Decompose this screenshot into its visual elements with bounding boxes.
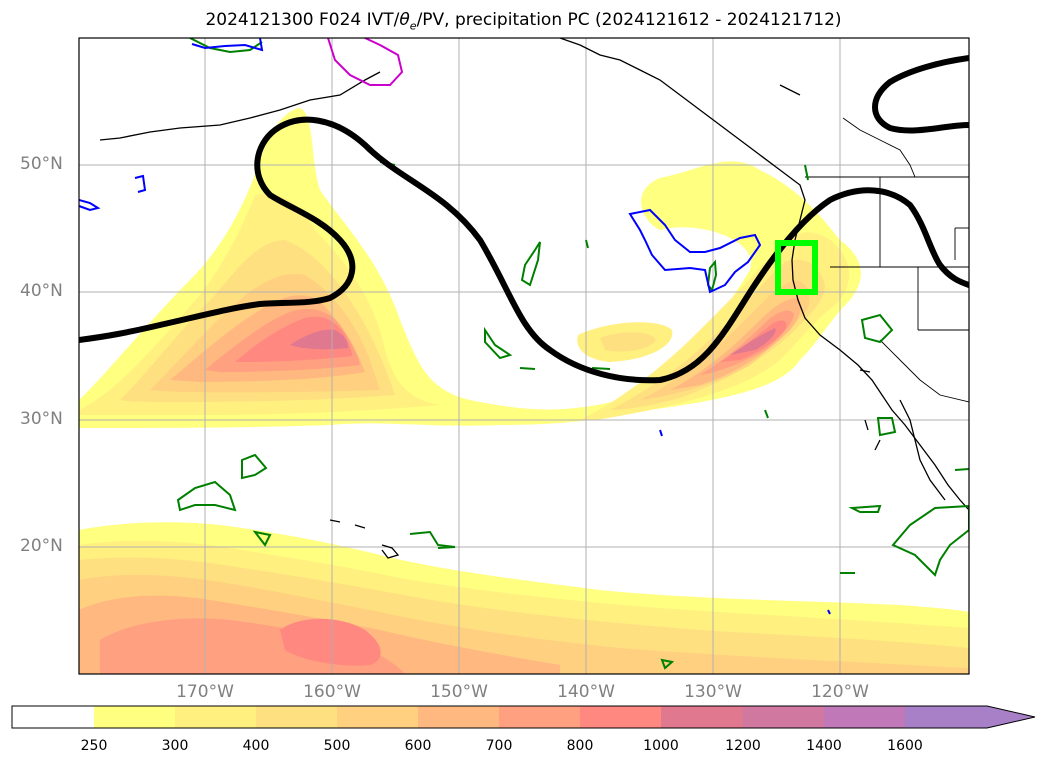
colorbar-tick-label: 1000: [643, 738, 679, 754]
ivt-fill-north-pacific: [79, 108, 861, 428]
lon-label-160w: 160°W: [303, 682, 361, 702]
lat-label-50n: 50°N: [20, 154, 63, 174]
borders: [805, 117, 969, 403]
lat-label-40n: 40°N: [20, 281, 63, 301]
colorbar-tick-label: 250: [80, 738, 108, 754]
highlight-box: [775, 240, 818, 295]
theta-contour-magenta: [327, 38, 404, 86]
lat-label-30n: 30°N: [20, 409, 63, 429]
colorbar-tick-label: 800: [566, 738, 594, 754]
lon-label-170w: 170°W: [176, 682, 234, 702]
title-prefix: 2024121300 F024 IVT/: [205, 10, 400, 30]
lon-label-120w: 120°W: [811, 682, 869, 702]
title-suffix: /PV, precipitation PC (2024121612 - 2024…: [416, 10, 842, 30]
pv-contour: [79, 55, 969, 384]
lon-label-150w: 150°W: [430, 682, 488, 702]
colorbar-tick-label: 600: [404, 738, 432, 754]
lon-label-130w: 130°W: [684, 682, 742, 702]
theta-contours-green: [176, 38, 969, 670]
figure-title: 2024121300 F024 IVT/θe/PV, precipitation…: [0, 10, 1047, 32]
ivt-fill-eastern: [577, 232, 850, 421]
colorbar-tick-label: 700: [485, 738, 513, 754]
lon-label-140w: 140°W: [557, 682, 615, 702]
lat-label-20n: 20°N: [20, 536, 63, 556]
colorbar-tick-label: 1400: [806, 738, 842, 754]
theta-contours-blue: [79, 38, 831, 615]
colorbar: [11, 705, 1036, 729]
ivt-fill-tropical: [79, 522, 969, 674]
colorbar-tick-label: 1600: [887, 738, 923, 754]
colorbar-tick-label: 300: [161, 738, 189, 754]
colorbar-tick-label: 500: [323, 738, 351, 754]
title-theta: θ: [399, 10, 410, 30]
title-theta-sub: e: [409, 19, 417, 33]
coastlines: [99, 38, 969, 559]
map-frame: [78, 37, 970, 675]
colorbar-tick-label: 1200: [725, 738, 761, 754]
colorbar-tick-label: 400: [242, 738, 270, 754]
map-content: [79, 38, 969, 674]
gridlines: [79, 38, 969, 674]
